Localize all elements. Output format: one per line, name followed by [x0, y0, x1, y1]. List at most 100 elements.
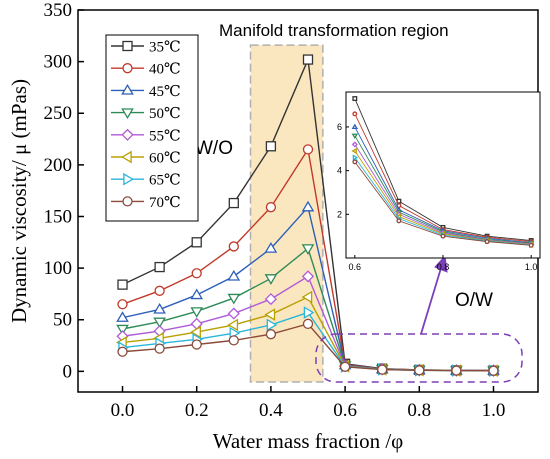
legend-label: 65℃ — [149, 173, 181, 189]
legend-marker — [122, 63, 133, 74]
inset-data-point — [528, 242, 534, 248]
x-axis-ticks: 0.0 0.2 0.4 0.6 0.8 1.0 — [111, 386, 506, 421]
legend-box — [105, 34, 199, 222]
region-label: Manifold transformation region — [219, 21, 449, 40]
data-point — [117, 299, 128, 310]
data-point — [377, 364, 388, 375]
data-point — [154, 285, 165, 296]
inset-data-point — [351, 123, 359, 130]
data-point — [264, 274, 278, 285]
series-7 — [117, 318, 499, 376]
legend-label: 60℃ — [149, 151, 181, 167]
data-point — [266, 318, 278, 332]
data-point — [191, 237, 202, 248]
y-tick-label: 0 — [63, 361, 73, 382]
ow-label: O/W — [455, 290, 493, 311]
legend-label: 70℃ — [149, 195, 181, 211]
legend-item: 40℃ — [111, 62, 181, 78]
legend-marker — [123, 172, 134, 186]
inset-data-point — [352, 111, 358, 117]
data-point — [264, 242, 278, 253]
y-axis-ticks: 0 50 100 150 200 250 300 350 — [44, 0, 84, 382]
legend-label: 55℃ — [149, 128, 181, 144]
data-point — [227, 293, 241, 305]
data-point — [302, 54, 314, 65]
data-point — [302, 318, 314, 330]
y-tick-label: 350 — [44, 0, 73, 21]
x-tick-label: 0.4 — [259, 400, 283, 421]
inset-x-tick-label: 0.8 — [437, 262, 450, 272]
legend-label: 35℃ — [149, 40, 181, 56]
legend-marker — [122, 196, 133, 207]
data-point — [154, 343, 165, 354]
y-tick-label: 50 — [53, 310, 72, 331]
x-tick-label: 0.6 — [333, 400, 357, 421]
data-point — [227, 269, 241, 281]
data-point — [302, 144, 314, 155]
legend-item: 55℃ — [111, 128, 181, 144]
inset-data-point — [352, 159, 358, 165]
legend-item: 70℃ — [111, 195, 181, 211]
x-tick-label: 0.2 — [185, 400, 209, 421]
data-point — [228, 241, 239, 252]
y-axis-label: Dynamic viscosity/ μ (mPas) — [7, 79, 31, 323]
inset-data-point — [440, 233, 446, 239]
inset-data-point — [351, 141, 358, 148]
data-point — [265, 141, 277, 152]
inset-data-point — [396, 218, 402, 224]
y-tick-label: 100 — [44, 258, 73, 279]
data-point — [153, 317, 166, 329]
data-point — [190, 288, 204, 300]
data-point — [117, 279, 128, 290]
data-point — [301, 270, 315, 283]
legend-marker — [121, 150, 132, 164]
legend-marker — [122, 40, 133, 52]
data-point — [451, 365, 462, 376]
legend-label: 45℃ — [149, 84, 181, 100]
series-layer — [116, 54, 500, 378]
data-point — [227, 318, 239, 332]
data-point — [265, 329, 277, 340]
y-tick-label: 150 — [44, 206, 73, 227]
data-point — [117, 346, 128, 357]
data-point — [116, 324, 129, 336]
y-tick-label: 300 — [44, 52, 73, 73]
inset-chart: 0.6 0.8 1.0 2 4 6 — [337, 91, 541, 272]
data-point — [191, 339, 202, 350]
data-point — [190, 325, 201, 339]
data-point — [191, 268, 202, 279]
data-point — [339, 361, 351, 372]
data-point — [228, 335, 239, 346]
legend: 35℃ 40℃ 45℃ 50℃ 55℃ 60℃ 65℃ 70℃ — [105, 34, 199, 222]
data-point — [154, 261, 165, 273]
legend-item: 35℃ — [111, 40, 181, 56]
data-point — [264, 308, 276, 321]
data-point — [414, 365, 425, 376]
inset-data-point — [352, 96, 358, 102]
inset-data-point — [351, 133, 359, 140]
data-point — [301, 290, 313, 304]
inset-data-point — [484, 239, 490, 245]
legend-item: 50℃ — [111, 106, 181, 122]
inset-series-7 — [352, 159, 534, 248]
legend-marker — [121, 128, 134, 141]
inset-x-tick-label: 0.6 — [349, 262, 362, 272]
inset-data-point — [352, 154, 359, 161]
data-point — [264, 292, 277, 306]
data-point — [227, 307, 240, 320]
data-point — [303, 306, 315, 319]
data-point — [265, 202, 277, 213]
data-point — [488, 365, 499, 376]
x-tick-label: 0.0 — [111, 400, 135, 421]
legend-label: 40℃ — [149, 62, 181, 78]
x-tick-label: 0.8 — [407, 400, 431, 421]
arrow-head — [434, 254, 448, 273]
data-point — [301, 244, 315, 255]
legend-item: 60℃ — [111, 151, 181, 167]
y-tick-label: 250 — [44, 103, 73, 124]
data-point — [228, 197, 239, 209]
x-tick-label: 1.0 — [482, 400, 506, 421]
inset-arrow — [420, 254, 448, 335]
